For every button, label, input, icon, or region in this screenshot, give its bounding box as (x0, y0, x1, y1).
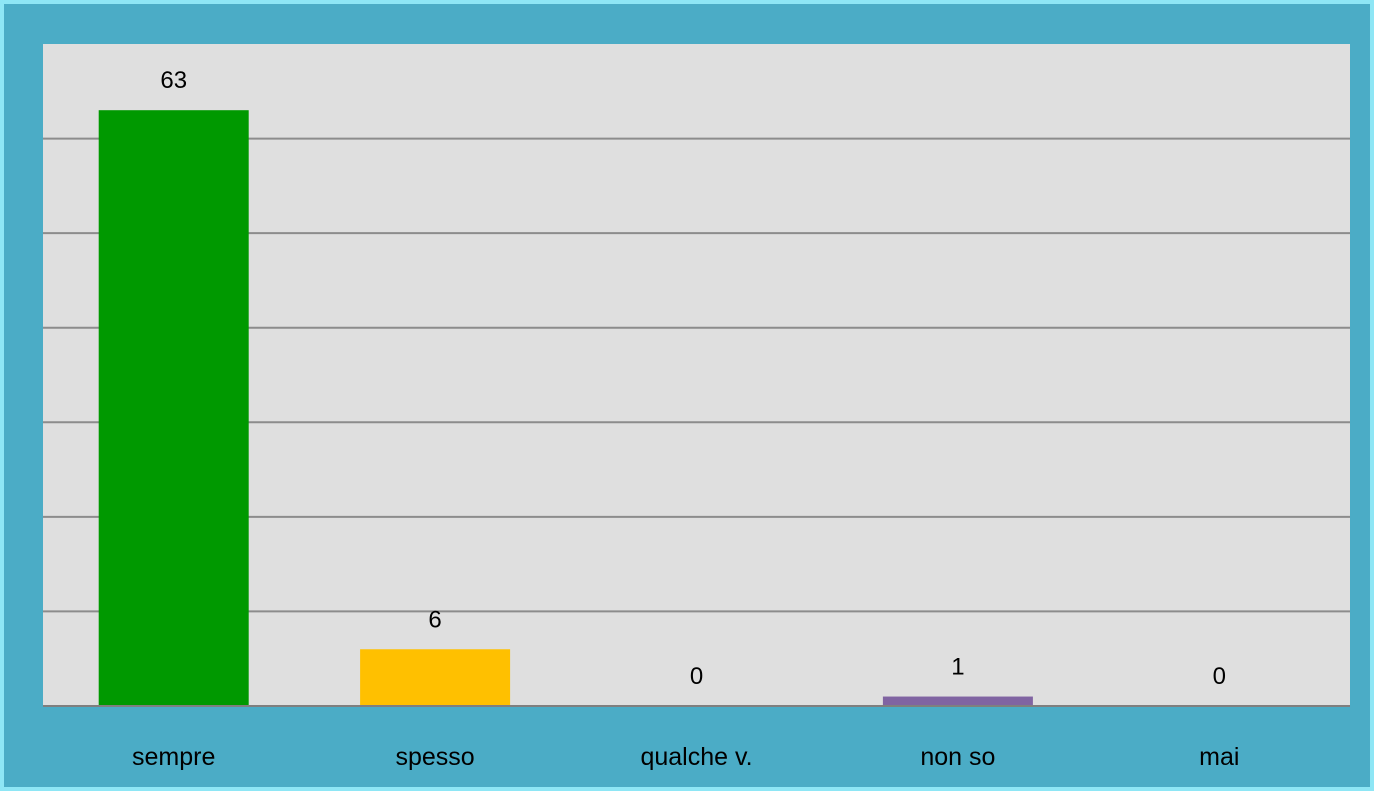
category-labels: sempre spesso qualche v. non so mai (132, 743, 1239, 771)
bar-spesso (360, 649, 511, 706)
data-label: 63 (160, 67, 187, 94)
category-label: mai (1199, 743, 1239, 771)
data-label: 6 (428, 606, 441, 633)
category-label: non so (920, 743, 995, 771)
category-label: spesso (395, 743, 474, 771)
data-label: 0 (1213, 663, 1226, 690)
bar-non-so (882, 696, 1033, 706)
data-labels: 63 6 0 1 0 (160, 67, 1226, 690)
data-label: 0 (690, 663, 703, 690)
category-label: qualche v. (640, 743, 752, 771)
plot-area (43, 44, 1350, 706)
gridlines (43, 137, 1350, 613)
bars (98, 110, 1033, 706)
bar-sempre (98, 110, 249, 706)
data-label: 1 (951, 654, 964, 681)
category-label: sempre (132, 743, 215, 771)
